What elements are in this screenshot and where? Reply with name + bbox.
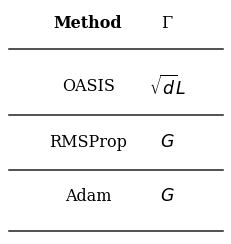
- Text: OASIS: OASIS: [61, 78, 114, 95]
- Text: Adam: Adam: [65, 188, 111, 205]
- Text: RMSProp: RMSProp: [49, 134, 127, 151]
- Text: $G$: $G$: [159, 134, 173, 151]
- Text: $\sqrt{d}L$: $\sqrt{d}L$: [148, 75, 185, 99]
- Text: $G$: $G$: [159, 188, 173, 205]
- Text: Method: Method: [54, 15, 122, 32]
- Text: Γ: Γ: [161, 15, 172, 32]
